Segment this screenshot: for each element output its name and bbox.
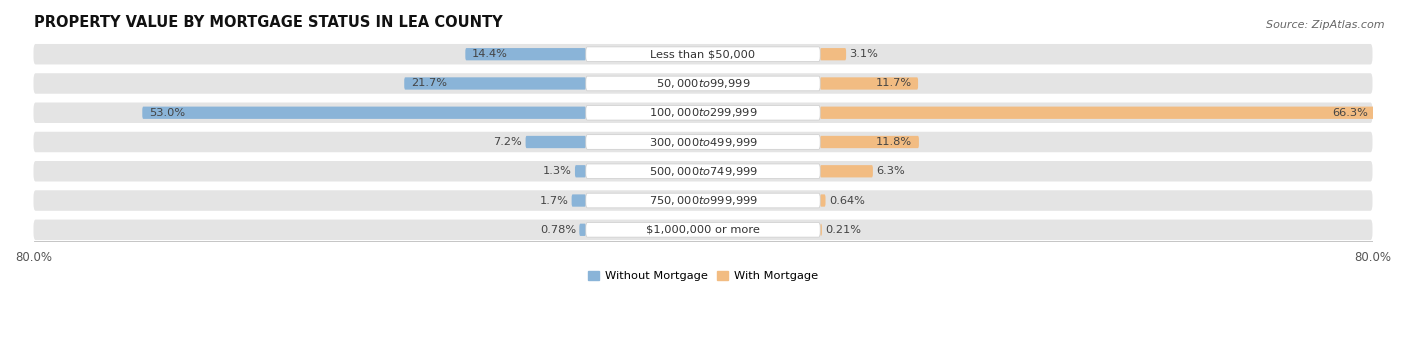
Text: PROPERTY VALUE BY MORTGAGE STATUS IN LEA COUNTY: PROPERTY VALUE BY MORTGAGE STATUS IN LEA… <box>34 15 502 30</box>
Text: 3.1%: 3.1% <box>849 49 879 59</box>
FancyBboxPatch shape <box>405 77 586 90</box>
Text: $300,000 to $499,999: $300,000 to $499,999 <box>648 136 758 149</box>
FancyBboxPatch shape <box>34 73 1372 94</box>
FancyBboxPatch shape <box>34 190 1372 211</box>
FancyBboxPatch shape <box>586 105 820 120</box>
FancyBboxPatch shape <box>34 132 1372 152</box>
FancyBboxPatch shape <box>526 136 586 148</box>
Text: Less than $50,000: Less than $50,000 <box>651 49 755 59</box>
Text: 53.0%: 53.0% <box>149 108 186 118</box>
Text: $1,000,000 or more: $1,000,000 or more <box>647 225 759 235</box>
FancyBboxPatch shape <box>586 76 820 91</box>
Text: 0.64%: 0.64% <box>830 195 865 206</box>
Text: 0.78%: 0.78% <box>540 225 576 235</box>
Text: $50,000 to $99,999: $50,000 to $99,999 <box>655 77 751 90</box>
Text: $500,000 to $749,999: $500,000 to $749,999 <box>648 165 758 178</box>
FancyBboxPatch shape <box>142 107 586 119</box>
FancyBboxPatch shape <box>34 102 1372 123</box>
Text: 66.3%: 66.3% <box>1333 108 1368 118</box>
FancyBboxPatch shape <box>820 77 918 90</box>
FancyBboxPatch shape <box>820 48 846 61</box>
FancyBboxPatch shape <box>586 135 820 149</box>
FancyBboxPatch shape <box>34 44 1372 65</box>
Text: 14.4%: 14.4% <box>472 49 508 59</box>
Text: $750,000 to $999,999: $750,000 to $999,999 <box>648 194 758 207</box>
Text: 0.21%: 0.21% <box>825 225 862 235</box>
FancyBboxPatch shape <box>586 222 820 237</box>
FancyBboxPatch shape <box>572 194 586 207</box>
FancyBboxPatch shape <box>586 164 820 178</box>
Text: 1.3%: 1.3% <box>543 166 572 176</box>
Text: 11.8%: 11.8% <box>876 137 912 147</box>
Text: Source: ZipAtlas.com: Source: ZipAtlas.com <box>1267 20 1385 30</box>
FancyBboxPatch shape <box>34 220 1372 240</box>
FancyBboxPatch shape <box>586 193 820 208</box>
FancyBboxPatch shape <box>575 165 586 177</box>
Text: 1.7%: 1.7% <box>540 195 568 206</box>
FancyBboxPatch shape <box>579 224 586 236</box>
Text: 21.7%: 21.7% <box>411 79 447 88</box>
FancyBboxPatch shape <box>820 107 1375 119</box>
FancyBboxPatch shape <box>34 161 1372 182</box>
FancyBboxPatch shape <box>820 194 825 207</box>
Legend: Without Mortgage, With Mortgage: Without Mortgage, With Mortgage <box>583 266 823 286</box>
Text: 6.3%: 6.3% <box>876 166 905 176</box>
FancyBboxPatch shape <box>820 165 873 177</box>
FancyBboxPatch shape <box>465 48 586 61</box>
Text: 11.7%: 11.7% <box>876 79 911 88</box>
Text: 7.2%: 7.2% <box>494 137 522 147</box>
FancyBboxPatch shape <box>820 224 823 236</box>
FancyBboxPatch shape <box>586 47 820 62</box>
FancyBboxPatch shape <box>820 136 920 148</box>
Text: $100,000 to $299,999: $100,000 to $299,999 <box>648 106 758 119</box>
